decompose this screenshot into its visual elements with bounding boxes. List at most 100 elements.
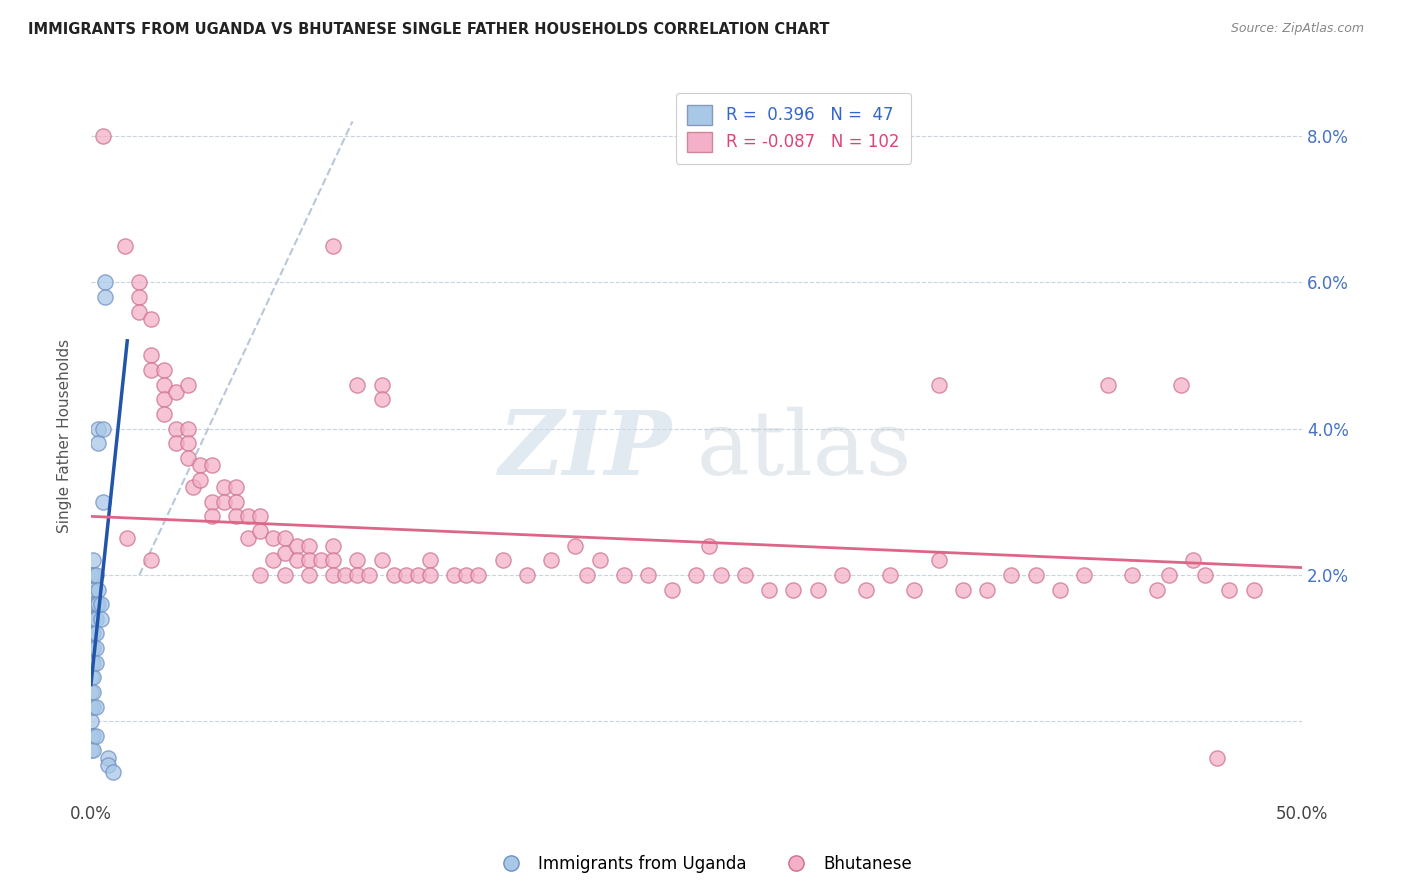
Point bbox=[101, 765, 124, 780]
Point bbox=[928, 377, 950, 392]
Point bbox=[1000, 568, 1022, 582]
Point bbox=[382, 568, 405, 582]
Point bbox=[177, 436, 200, 450]
Point bbox=[177, 377, 200, 392]
Point bbox=[117, 532, 139, 546]
Point bbox=[82, 729, 104, 743]
Point bbox=[637, 568, 659, 582]
Point bbox=[141, 553, 163, 567]
Point bbox=[1121, 568, 1143, 582]
Point bbox=[188, 458, 211, 472]
Point bbox=[273, 546, 295, 560]
Point bbox=[238, 532, 260, 546]
Point bbox=[855, 582, 877, 597]
Point bbox=[114, 238, 136, 252]
Point bbox=[141, 348, 163, 362]
Point bbox=[285, 553, 308, 567]
Point bbox=[82, 670, 104, 684]
Point bbox=[346, 377, 368, 392]
Point bbox=[710, 568, 733, 582]
Point bbox=[831, 568, 853, 582]
Point bbox=[97, 751, 120, 765]
Point bbox=[80, 743, 103, 757]
Point bbox=[91, 421, 114, 435]
Point bbox=[80, 582, 103, 597]
Point bbox=[249, 509, 271, 524]
Point bbox=[685, 568, 707, 582]
Point bbox=[84, 656, 107, 670]
Point bbox=[80, 685, 103, 699]
Legend: Immigrants from Uganda, Bhutanese: Immigrants from Uganda, Bhutanese bbox=[488, 848, 918, 880]
Point bbox=[419, 568, 441, 582]
Point bbox=[322, 553, 344, 567]
Point bbox=[82, 582, 104, 597]
Point bbox=[273, 532, 295, 546]
Text: IMMIGRANTS FROM UGANDA VS BHUTANESE SINGLE FATHER HOUSEHOLDS CORRELATION CHART: IMMIGRANTS FROM UGANDA VS BHUTANESE SING… bbox=[28, 22, 830, 37]
Point bbox=[262, 532, 284, 546]
Point bbox=[201, 494, 224, 508]
Point bbox=[84, 699, 107, 714]
Point bbox=[84, 612, 107, 626]
Point bbox=[335, 568, 357, 582]
Point bbox=[806, 582, 828, 597]
Point bbox=[1073, 568, 1095, 582]
Point bbox=[82, 699, 104, 714]
Point bbox=[91, 494, 114, 508]
Point bbox=[90, 612, 112, 626]
Point bbox=[141, 363, 163, 377]
Point bbox=[82, 641, 104, 656]
Point bbox=[82, 597, 104, 611]
Point bbox=[188, 473, 211, 487]
Point bbox=[87, 436, 110, 450]
Point bbox=[212, 480, 235, 494]
Point bbox=[359, 568, 381, 582]
Point bbox=[82, 656, 104, 670]
Point bbox=[82, 685, 104, 699]
Point bbox=[87, 597, 110, 611]
Point bbox=[80, 656, 103, 670]
Point bbox=[87, 421, 110, 435]
Point bbox=[82, 743, 104, 757]
Point bbox=[370, 392, 392, 407]
Point bbox=[419, 553, 441, 567]
Point bbox=[84, 597, 107, 611]
Point bbox=[1218, 582, 1240, 597]
Point bbox=[298, 568, 321, 582]
Text: ZIP: ZIP bbox=[499, 407, 672, 493]
Point bbox=[225, 494, 247, 508]
Point bbox=[201, 509, 224, 524]
Point bbox=[165, 421, 187, 435]
Point bbox=[80, 729, 103, 743]
Point bbox=[82, 612, 104, 626]
Point bbox=[1243, 582, 1265, 597]
Point bbox=[456, 568, 478, 582]
Point bbox=[80, 641, 103, 656]
Point bbox=[613, 568, 636, 582]
Point bbox=[80, 670, 103, 684]
Point bbox=[1181, 553, 1204, 567]
Point bbox=[94, 275, 117, 289]
Point bbox=[976, 582, 998, 597]
Point bbox=[152, 407, 174, 421]
Point bbox=[322, 539, 344, 553]
Point bbox=[661, 582, 683, 597]
Point bbox=[82, 553, 104, 567]
Point bbox=[516, 568, 538, 582]
Point bbox=[97, 758, 120, 772]
Point bbox=[82, 626, 104, 640]
Point bbox=[80, 714, 103, 729]
Point bbox=[152, 363, 174, 377]
Point bbox=[346, 568, 368, 582]
Point bbox=[395, 568, 418, 582]
Point bbox=[201, 458, 224, 472]
Point bbox=[262, 553, 284, 567]
Point bbox=[782, 582, 804, 597]
Point bbox=[309, 553, 332, 567]
Point bbox=[1157, 568, 1180, 582]
Point bbox=[80, 626, 103, 640]
Point bbox=[576, 568, 599, 582]
Point bbox=[80, 612, 103, 626]
Point bbox=[285, 539, 308, 553]
Point bbox=[346, 553, 368, 567]
Point bbox=[492, 553, 515, 567]
